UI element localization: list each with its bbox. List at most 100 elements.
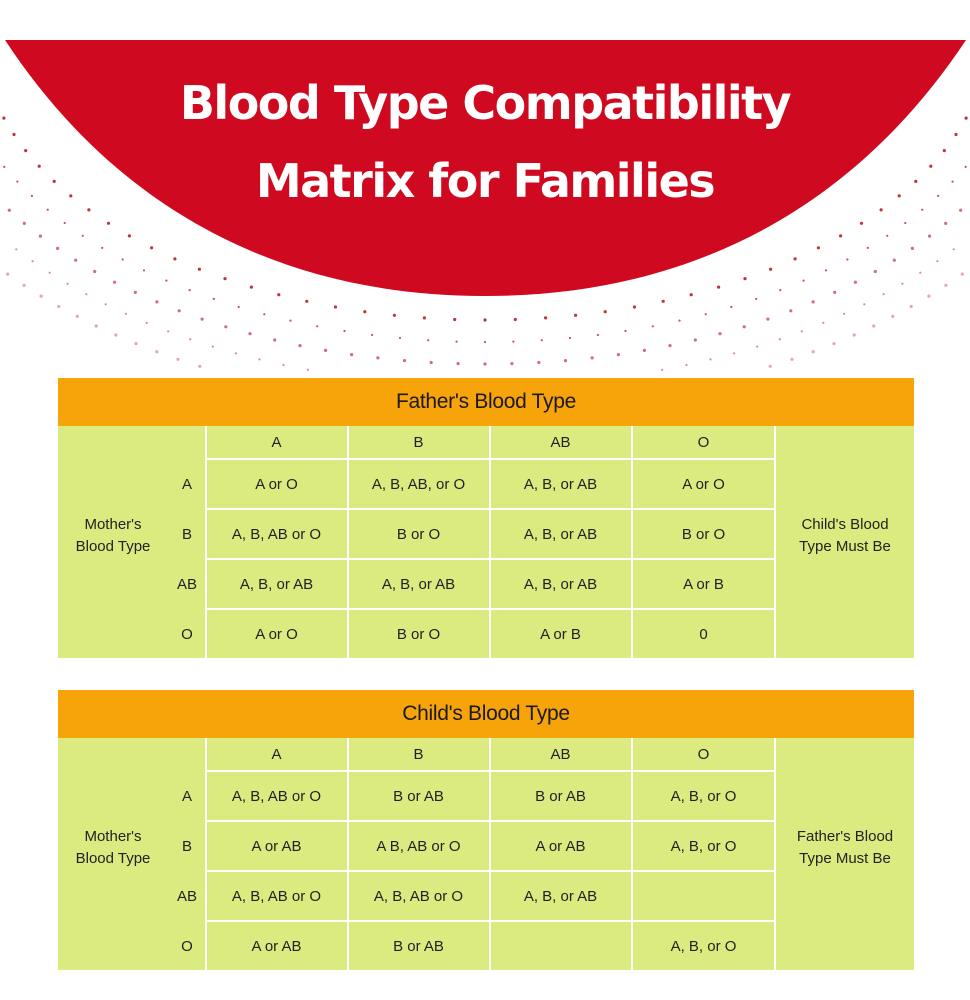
decorative-dot — [483, 362, 487, 366]
decorative-dot — [846, 258, 849, 261]
decorative-dot — [952, 248, 955, 251]
decorative-dot — [177, 309, 181, 313]
grid-line — [205, 508, 776, 510]
decorative-dot — [483, 318, 487, 322]
grid-line — [205, 770, 776, 772]
decorative-dot — [936, 260, 939, 263]
decorative-dot — [596, 333, 600, 337]
decorative-dot — [954, 132, 958, 137]
decorative-dot — [142, 269, 146, 272]
decorative-dot — [371, 333, 374, 337]
table-cell: A or B — [683, 575, 724, 593]
grid-line — [205, 608, 776, 610]
decorative-dot — [277, 293, 281, 297]
decorative-dot — [30, 194, 33, 197]
grid-line — [205, 870, 776, 872]
decorative-dot — [616, 353, 621, 357]
decorative-dot — [376, 356, 380, 360]
decorative-dot — [832, 342, 836, 346]
decorative-dot — [127, 234, 131, 238]
decorative-dot — [901, 282, 904, 285]
decorative-dot — [104, 303, 107, 306]
decorative-dot — [563, 359, 568, 363]
decorative-dot — [568, 336, 572, 340]
decorative-dot — [69, 194, 73, 198]
decorative-dot — [793, 257, 797, 261]
decorative-dot — [892, 258, 896, 262]
decorative-dot — [718, 332, 722, 336]
decorative-dot — [456, 362, 460, 366]
decorative-dot — [960, 272, 964, 276]
decorative-dot — [897, 194, 901, 198]
grid-line — [205, 458, 776, 460]
decorative-dot — [909, 304, 913, 309]
decorative-dot — [755, 297, 758, 300]
table-body: Mother's Blood Type Child's Blood Type Mus… — [58, 426, 914, 658]
grid-line — [347, 426, 349, 658]
table-cell — [632, 872, 775, 920]
decorative-dot — [822, 321, 825, 324]
column-header-b: B — [413, 745, 424, 763]
table-body: Mother's Blood Type Father's Blood Type Mu… — [58, 738, 914, 970]
decorative-dot — [802, 279, 805, 282]
table-cell: B or AB — [393, 937, 444, 955]
column-header-ab: AB — [550, 433, 571, 451]
decorative-dot — [6, 272, 10, 276]
decorative-dot — [7, 208, 11, 212]
decorative-dot — [928, 234, 932, 238]
decorative-dot — [106, 221, 111, 225]
father-blood-type-matrix: Father's Blood Type Mother's Blood Type C… — [58, 378, 914, 658]
table-cell: A or AB — [251, 937, 302, 955]
decorative-dot — [429, 360, 433, 365]
decorative-dot — [93, 269, 97, 274]
decorative-dot — [56, 246, 60, 250]
table-cell: A, B, AB or O — [231, 887, 322, 905]
decorative-dot — [768, 364, 772, 368]
decorative-dot — [306, 368, 309, 371]
decorative-dot — [237, 305, 240, 309]
column-header-b: B — [413, 433, 424, 451]
decorative-dot — [852, 333, 856, 337]
row-label-b: B — [181, 837, 192, 855]
decorative-dot — [66, 282, 69, 285]
decorative-dot — [212, 297, 215, 300]
decorative-dot — [398, 336, 402, 340]
decorative-dot — [273, 338, 277, 342]
decorative-dot — [198, 364, 202, 368]
decorative-dot — [176, 357, 180, 361]
decorative-dot — [642, 348, 647, 352]
decorative-dot — [453, 317, 457, 322]
decorative-dot — [872, 324, 876, 328]
decorative-dot — [661, 299, 665, 303]
decorative-dot — [15, 248, 18, 251]
decorative-dot — [510, 362, 514, 366]
decorative-dot — [730, 305, 733, 309]
grid-line — [205, 426, 207, 658]
decorative-dot — [651, 325, 654, 328]
grid-line — [489, 426, 491, 658]
decorative-dot — [574, 313, 578, 317]
decorative-dot — [942, 149, 946, 153]
decorative-dot — [249, 285, 253, 289]
decorative-dot — [512, 340, 515, 343]
decorative-dot — [282, 363, 285, 367]
decorative-dot — [537, 360, 541, 365]
table-cell: B or O — [396, 525, 441, 543]
decorative-dot — [289, 319, 292, 322]
table-cell: A, B, or AB — [239, 575, 314, 593]
decorative-dot — [22, 221, 26, 225]
decorative-dot — [63, 221, 66, 225]
grid-line — [205, 920, 776, 922]
decorative-dot — [743, 277, 747, 281]
decorative-dot — [363, 310, 367, 314]
title-band — [5, 40, 966, 296]
table-cell: A, B, or AB — [523, 575, 598, 593]
decorative-dot — [2, 116, 6, 120]
decorative-dot — [38, 234, 43, 238]
decorative-dot — [873, 269, 877, 274]
decorative-dot — [689, 293, 693, 297]
side-label-line-1: Father's Blood — [796, 828, 894, 846]
grid-line — [347, 738, 349, 970]
decorative-dot — [790, 357, 794, 361]
decorative-dot — [167, 330, 170, 333]
